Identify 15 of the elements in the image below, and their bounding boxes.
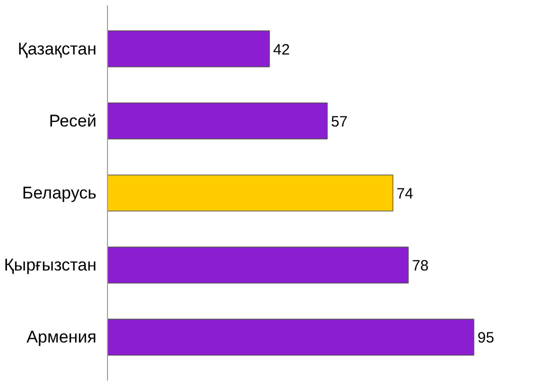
y-tick-label: Беларусь: [22, 184, 97, 202]
y-tick-label: Ресей: [49, 111, 97, 130]
y-tick-label: Қырғызстан: [4, 256, 97, 275]
bar: [108, 30, 270, 68]
bar: [108, 174, 394, 212]
data-label: 74: [396, 186, 414, 202]
data-label: 42: [273, 41, 290, 58]
bar: [108, 102, 328, 140]
bar: [108, 246, 409, 284]
y-tick-label: Қазақстан: [18, 39, 97, 58]
data-label: 78: [412, 258, 429, 275]
y-tick-label: Армения: [26, 328, 97, 347]
data-label: 57: [330, 113, 348, 130]
bar: [108, 318, 474, 356]
data-label: 95: [478, 330, 494, 347]
